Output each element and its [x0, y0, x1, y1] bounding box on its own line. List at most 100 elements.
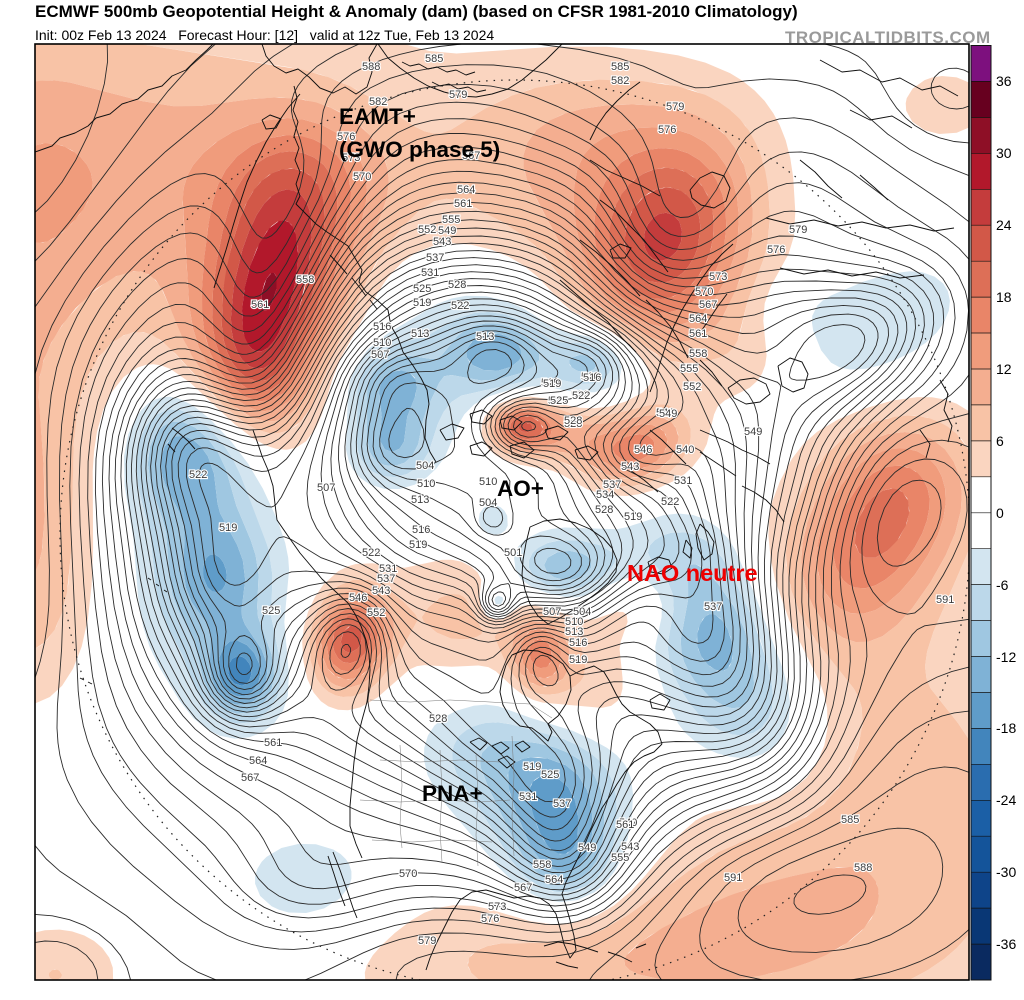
svg-text:570: 570	[695, 286, 713, 298]
svg-text:528: 528	[564, 418, 582, 430]
svg-text:-36: -36	[996, 936, 1016, 952]
svg-text:549: 549	[659, 408, 677, 420]
svg-text:546: 546	[634, 444, 652, 456]
svg-text:564: 564	[689, 313, 707, 325]
svg-text:24: 24	[996, 217, 1012, 233]
svg-text:552: 552	[683, 381, 701, 393]
svg-text:513: 513	[411, 494, 429, 506]
svg-text:543: 543	[372, 585, 390, 597]
svg-text:555: 555	[680, 363, 698, 375]
svg-text:504: 504	[479, 497, 497, 509]
svg-text:504: 504	[573, 606, 591, 618]
svg-text:543: 543	[621, 841, 639, 853]
svg-text:579: 579	[666, 101, 684, 113]
svg-text:501: 501	[504, 547, 522, 559]
svg-text:PNA+: PNA+	[422, 781, 483, 806]
svg-text:525: 525	[550, 395, 568, 407]
svg-text:525: 525	[541, 769, 559, 781]
svg-text:564: 564	[545, 874, 563, 886]
svg-text:555: 555	[611, 852, 629, 864]
svg-text:573: 573	[709, 271, 727, 283]
svg-text:519: 519	[523, 761, 541, 773]
svg-text:522: 522	[189, 469, 207, 481]
svg-text:573: 573	[342, 152, 360, 164]
svg-text:579: 579	[789, 224, 807, 236]
svg-text:516: 516	[569, 637, 587, 649]
svg-text:591: 591	[724, 872, 742, 884]
svg-text:528: 528	[595, 504, 613, 516]
svg-text:549: 549	[744, 426, 762, 438]
svg-text:585: 585	[425, 53, 443, 65]
svg-text:510: 510	[479, 476, 497, 488]
svg-text:540: 540	[676, 444, 694, 456]
svg-text:-18: -18	[996, 720, 1016, 736]
svg-text:540: 540	[619, 817, 637, 829]
svg-text:576: 576	[767, 244, 785, 256]
svg-text:534: 534	[596, 489, 614, 501]
svg-text:522: 522	[571, 389, 589, 401]
svg-text:30: 30	[996, 145, 1012, 161]
svg-text:537: 537	[377, 573, 395, 585]
svg-text:546: 546	[349, 592, 367, 604]
svg-text:519: 519	[569, 654, 587, 666]
svg-text:531: 531	[379, 563, 397, 575]
svg-text:522: 522	[661, 496, 679, 508]
svg-text:522: 522	[572, 390, 590, 402]
svg-text:507: 507	[317, 482, 335, 494]
svg-text:561: 561	[689, 328, 707, 340]
svg-text:6: 6	[996, 433, 1004, 449]
svg-text:588: 588	[362, 61, 380, 73]
svg-text:576: 576	[337, 131, 355, 143]
svg-text:552: 552	[418, 224, 436, 236]
svg-text:12: 12	[996, 361, 1012, 377]
svg-text:588: 588	[854, 862, 872, 874]
svg-text:-30: -30	[996, 864, 1016, 880]
svg-text:537: 537	[553, 798, 571, 810]
svg-text:576: 576	[658, 124, 676, 136]
svg-text:567: 567	[462, 150, 480, 162]
svg-text:519: 519	[541, 377, 559, 389]
svg-text:-6: -6	[996, 577, 1009, 593]
svg-text:582: 582	[611, 75, 629, 87]
svg-text:528: 528	[564, 415, 582, 427]
svg-text:525: 525	[548, 395, 566, 407]
svg-text:552: 552	[367, 607, 385, 619]
svg-text:531: 531	[674, 475, 692, 487]
svg-text:(GWO phase 5): (GWO phase 5)	[339, 137, 500, 162]
svg-text:549: 549	[578, 842, 596, 854]
svg-text:558: 558	[296, 274, 314, 286]
svg-text:516: 516	[412, 524, 430, 536]
svg-text:519: 519	[624, 511, 642, 523]
svg-text:561: 561	[616, 819, 634, 831]
svg-text:510: 510	[417, 478, 435, 490]
svg-text:570: 570	[399, 868, 417, 880]
svg-text:567: 567	[514, 882, 532, 894]
svg-text:510: 510	[373, 337, 391, 349]
svg-text:507: 507	[371, 349, 389, 361]
svg-text:516: 516	[581, 371, 599, 383]
svg-text:579: 579	[449, 89, 467, 101]
svg-text:582: 582	[369, 96, 387, 108]
svg-text:525: 525	[413, 283, 431, 295]
svg-text:519: 519	[413, 297, 431, 309]
svg-text:522: 522	[451, 300, 469, 312]
svg-text:561: 561	[251, 299, 269, 311]
svg-text:504: 504	[416, 460, 434, 472]
svg-text:561: 561	[454, 198, 472, 210]
svg-text:NAO neutre: NAO neutre	[627, 560, 758, 586]
svg-text:513: 513	[476, 331, 494, 343]
svg-text:537: 537	[704, 601, 722, 613]
svg-text:519: 519	[219, 522, 237, 534]
svg-text:-12: -12	[996, 649, 1016, 665]
svg-text:558: 558	[533, 859, 551, 871]
svg-text:567: 567	[241, 772, 259, 784]
svg-text:531: 531	[519, 791, 537, 803]
svg-text:576: 576	[481, 913, 499, 925]
svg-text:585: 585	[611, 61, 629, 73]
svg-text:18: 18	[996, 289, 1012, 305]
svg-text:564: 564	[457, 184, 475, 196]
svg-text:507: 507	[543, 606, 561, 618]
svg-text:585: 585	[841, 814, 859, 826]
svg-text:549: 549	[656, 407, 674, 419]
svg-text:516: 516	[373, 321, 391, 333]
